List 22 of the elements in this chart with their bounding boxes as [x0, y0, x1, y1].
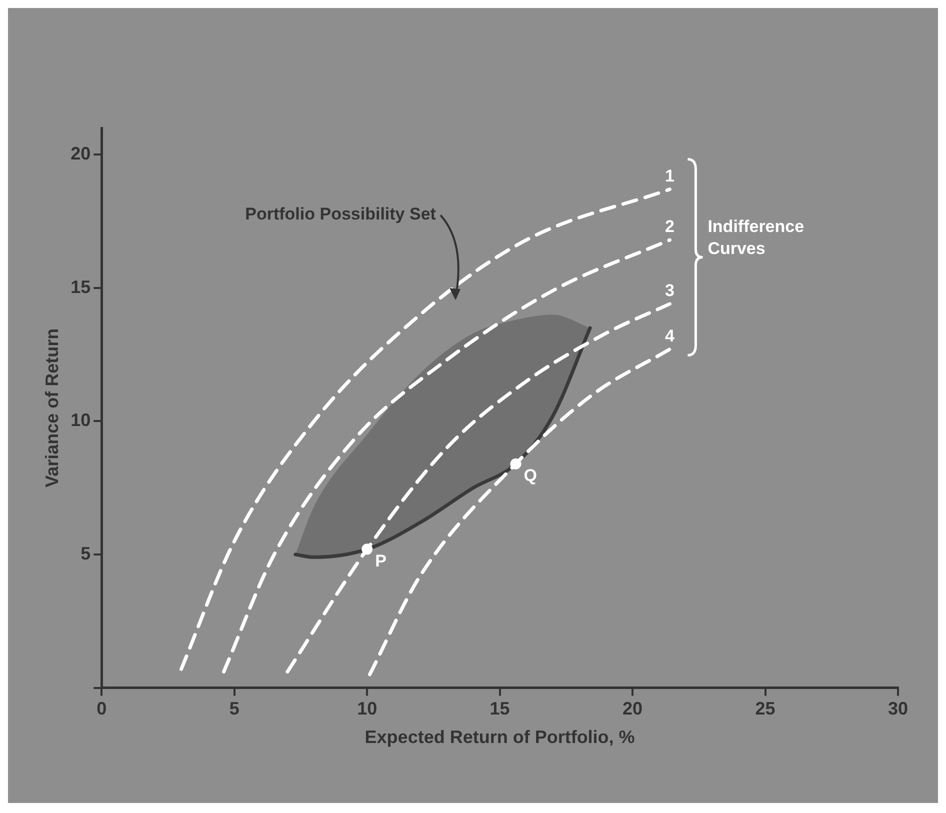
annotation: Portfolio Possibility Set [245, 204, 436, 224]
line-series [368, 348, 672, 676]
x-tick-label: 10 [357, 698, 378, 719]
x-axis-title: Expected Return of Portfolio, % [364, 727, 635, 748]
series-label: 1 [664, 166, 674, 186]
x-tick-label: 20 [622, 698, 643, 719]
y-tick-label: 15 [70, 276, 91, 297]
series-label: 2 [664, 217, 674, 236]
y-axis-title: Variance of Return [42, 328, 62, 488]
x-tick-label: 15 [490, 698, 510, 719]
x-tick-label: 0 [96, 698, 107, 719]
x-tick-label: 30 [888, 698, 908, 719]
series-label: Q [524, 466, 537, 486]
x-tick-label: 5 [229, 698, 240, 719]
series-label: 4 [664, 326, 675, 346]
y-tick-label: 20 [70, 144, 91, 164]
x-tick-label: 25 [755, 698, 776, 719]
y-tick-label: 10 [70, 410, 91, 430]
annotation: Indifference Curves [708, 216, 804, 258]
series-label: P [375, 551, 386, 570]
y-tick-label: 5 [80, 543, 91, 564]
series-label: 3 [664, 281, 674, 300]
